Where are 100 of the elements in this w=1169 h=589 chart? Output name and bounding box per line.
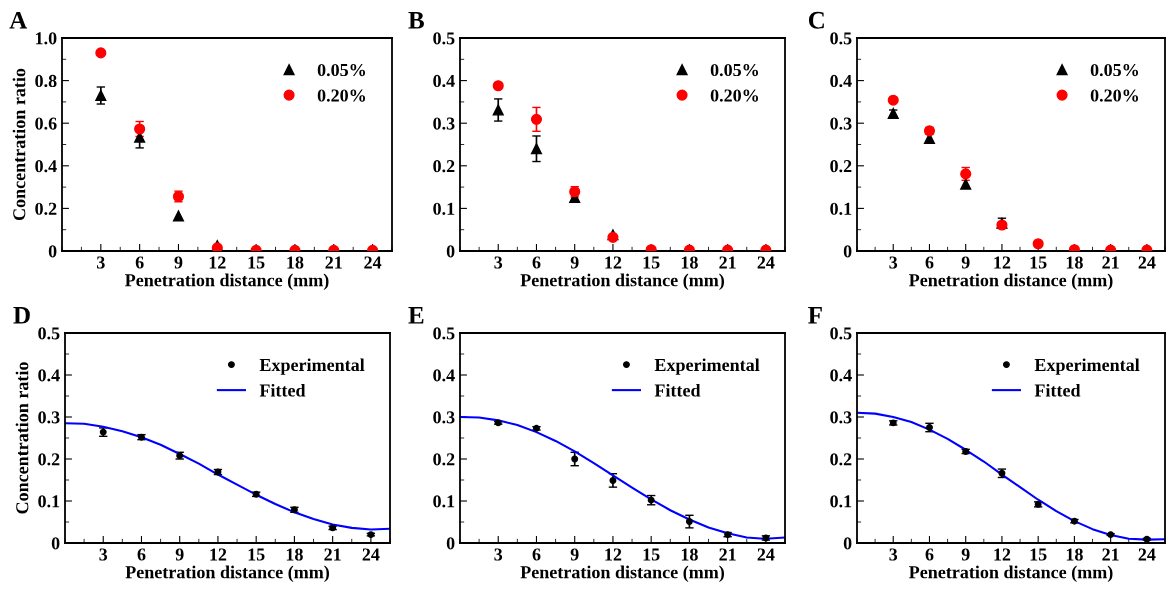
x-tick-label: 3 — [96, 256, 105, 269]
y-axis-title: Concentration ratio — [15, 362, 29, 514]
point — [571, 455, 579, 463]
x-tick-label: 18 — [1066, 548, 1083, 561]
x-tick-label: 18 — [681, 548, 698, 561]
y-tick-label: 0 — [48, 245, 57, 258]
y-tick-label: 0.2 — [35, 202, 57, 215]
x-tick-label: 6 — [925, 548, 934, 561]
y-tick-label: 0.3 — [38, 411, 60, 424]
x-tick-label: 15 — [1030, 256, 1047, 269]
x-tick-label: 3 — [494, 256, 503, 269]
y-tick-label: 0.5 — [433, 32, 455, 45]
legend-label: Experimental — [259, 358, 365, 375]
x-tick-label: 6 — [532, 256, 541, 269]
chart-title: C — [808, 11, 824, 29]
x-tick-label: 24 — [757, 256, 775, 269]
point — [492, 80, 504, 92]
legend-label: Experimental — [654, 358, 760, 375]
y-tick-label: 0.3 — [433, 117, 455, 130]
x-tick-label: 18 — [1066, 256, 1083, 269]
y-tick-label: 0.4 — [38, 369, 60, 382]
point — [172, 210, 185, 222]
legend-label: Fitted — [1034, 383, 1081, 397]
x-tick-label: 24 — [1138, 256, 1156, 269]
y-tick-label: 0 — [843, 537, 852, 550]
chart-title: E — [408, 307, 424, 324]
x-tick-label: 24 — [364, 256, 382, 269]
y-tick-label: 0.6 — [35, 117, 57, 130]
x-tick-label: 3 — [99, 548, 108, 561]
y-tick-label: 0.4 — [830, 74, 852, 88]
chart-title: D — [13, 307, 30, 324]
point — [685, 518, 693, 526]
x-tick-label: 12 — [605, 548, 622, 561]
x-tick-label: 15 — [643, 548, 660, 561]
y-tick-label: 1.0 — [36, 32, 57, 45]
y-tick-label: 0.8 — [35, 74, 57, 88]
x-tick-label: 12 — [994, 256, 1011, 269]
y-tick-label: 0 — [51, 537, 60, 550]
line-series — [460, 415, 785, 540]
y-tick-label: 0.1 — [830, 202, 852, 215]
y-tick-label: 0.2 — [830, 453, 852, 466]
x-tick-label: 21 — [1102, 256, 1119, 269]
legend-label: Fitted — [654, 383, 701, 397]
point — [530, 113, 543, 125]
y-tick-label: 0.2 — [433, 453, 455, 466]
point — [530, 143, 543, 155]
y-tick-label: 0 — [843, 245, 852, 258]
x-tick-label: 18 — [681, 256, 698, 269]
x-tick-label: 6 — [135, 256, 144, 269]
x-tick-label: 21 — [325, 256, 342, 269]
y-tick-label: 0.4 — [830, 369, 852, 382]
legend-label: 0.20% — [317, 89, 366, 102]
y-tick-label: 0.5 — [38, 327, 60, 340]
legend-label: 0.05% — [1090, 63, 1139, 77]
x-tick-label: 9 — [570, 548, 579, 561]
y-tick-label: 0.3 — [830, 411, 852, 424]
x-tick-label: 3 — [889, 256, 898, 269]
legend-label: Experimental — [1034, 358, 1140, 375]
x-tick-label: 3 — [889, 548, 898, 561]
x-tick-label: 24 — [362, 548, 380, 561]
x-tick-label: 9 — [174, 256, 183, 269]
x-tick-label: 18 — [286, 548, 303, 561]
y-tick-label: 0.5 — [830, 32, 852, 45]
x-tick-label: 9 — [961, 256, 970, 269]
y-tick-label: 0.5 — [830, 327, 852, 340]
y-tick-label: 0.4 — [433, 369, 455, 382]
y-axis-title: Concentration ratio — [12, 68, 26, 221]
point — [887, 94, 899, 106]
y-tick-label: 0.2 — [38, 453, 60, 466]
x-tick-label: 24 — [1138, 548, 1156, 561]
point — [887, 107, 899, 119]
y-tick-label: 0.1 — [38, 495, 60, 508]
legend-label: 0.05% — [710, 63, 759, 77]
x-axis-title: Penetration distance (mm) — [909, 565, 1113, 582]
x-tick-label: 9 — [570, 256, 579, 269]
legend-label: 0.20% — [710, 89, 759, 102]
legend-label: 0.05% — [317, 63, 366, 77]
x-tick-label: 21 — [719, 256, 736, 269]
x-axis-title: Penetration distance (mm) — [520, 273, 724, 290]
x-tick-label: 21 — [324, 548, 341, 561]
y-tick-label: 0 — [446, 245, 455, 258]
legend-label: 0.20% — [1090, 89, 1139, 102]
x-axis-title: Penetration distance (mm) — [125, 273, 329, 290]
x-axis-title: Penetration distance (mm) — [520, 565, 724, 582]
y-tick-label: 0.2 — [433, 160, 455, 173]
x-tick-label: 6 — [925, 256, 934, 269]
y-tick-label: 0.4 — [433, 74, 455, 88]
x-tick-label: 12 — [605, 256, 622, 269]
x-axis-title: Penetration distance (mm) — [125, 565, 329, 582]
x-axis-title: Penetration distance (mm) — [909, 273, 1113, 290]
x-tick-label: 3 — [494, 548, 503, 561]
x-tick-label: 24 — [757, 548, 775, 561]
point — [1032, 238, 1044, 250]
chart-title: B — [408, 12, 424, 29]
x-tick-label: 9 — [175, 548, 184, 561]
y-tick-label: 0.5 — [433, 327, 455, 340]
point — [960, 178, 972, 190]
x-tick-label: 12 — [210, 548, 227, 561]
x-tick-label: 6 — [137, 548, 146, 561]
point — [492, 104, 504, 116]
